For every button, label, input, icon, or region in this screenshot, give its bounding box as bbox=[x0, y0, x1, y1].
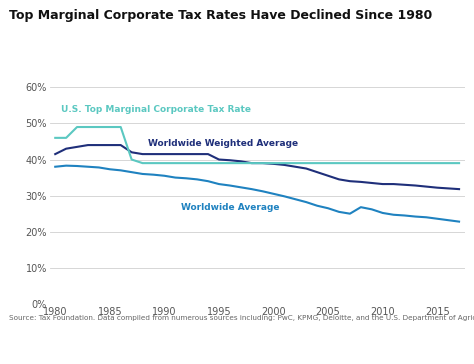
Text: Worldwide Average: Worldwide Average bbox=[181, 203, 279, 212]
Text: Source: Tax Foundation. Data compiled from numerous sources including: PwC, KPMG: Source: Tax Foundation. Data compiled fr… bbox=[9, 315, 474, 321]
Text: @TaxFoundation: @TaxFoundation bbox=[379, 345, 465, 355]
Text: Worldwide Weighted Average: Worldwide Weighted Average bbox=[148, 139, 298, 148]
Text: TAX FOUNDATION: TAX FOUNDATION bbox=[9, 345, 120, 355]
Text: Top Marginal Corporate Tax Rates Have Declined Since 1980: Top Marginal Corporate Tax Rates Have De… bbox=[9, 9, 433, 22]
Text: U.S. Top Marginal Corporate Tax Rate: U.S. Top Marginal Corporate Tax Rate bbox=[61, 106, 251, 114]
